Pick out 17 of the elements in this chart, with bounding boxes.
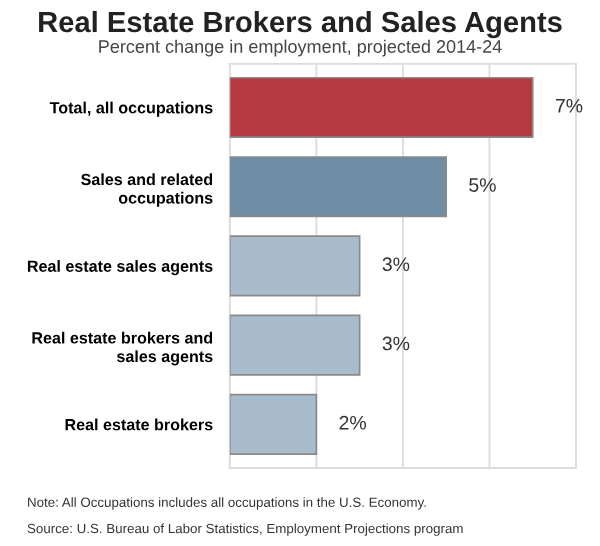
bar: [229, 156, 448, 218]
y-tick-label: Real estate brokers: [65, 418, 213, 431]
y-tick-label: Total, all occupations: [49, 101, 213, 117]
y-tick-label: Sales and related occupations: [81, 173, 213, 207]
bar: [229, 76, 534, 138]
y-tick-label: Real estate brokers and sales agents: [32, 331, 213, 366]
data-label: 3%: [382, 336, 410, 351]
data-label: 7%: [555, 98, 583, 113]
data-label: 5%: [469, 178, 496, 192]
chart-title: Real Estate Brokers and Sales Agents: [39, 10, 562, 39]
bar: [229, 235, 361, 297]
chart-subtitle: Percent change in employment, projected 2014-24: [99, 39, 502, 57]
data-label: 3%: [382, 257, 410, 272]
bar: [229, 393, 318, 455]
data-label: 2%: [339, 415, 366, 430]
bar: [229, 314, 361, 376]
y-tick-label: Real estate sales agents: [27, 260, 213, 276]
